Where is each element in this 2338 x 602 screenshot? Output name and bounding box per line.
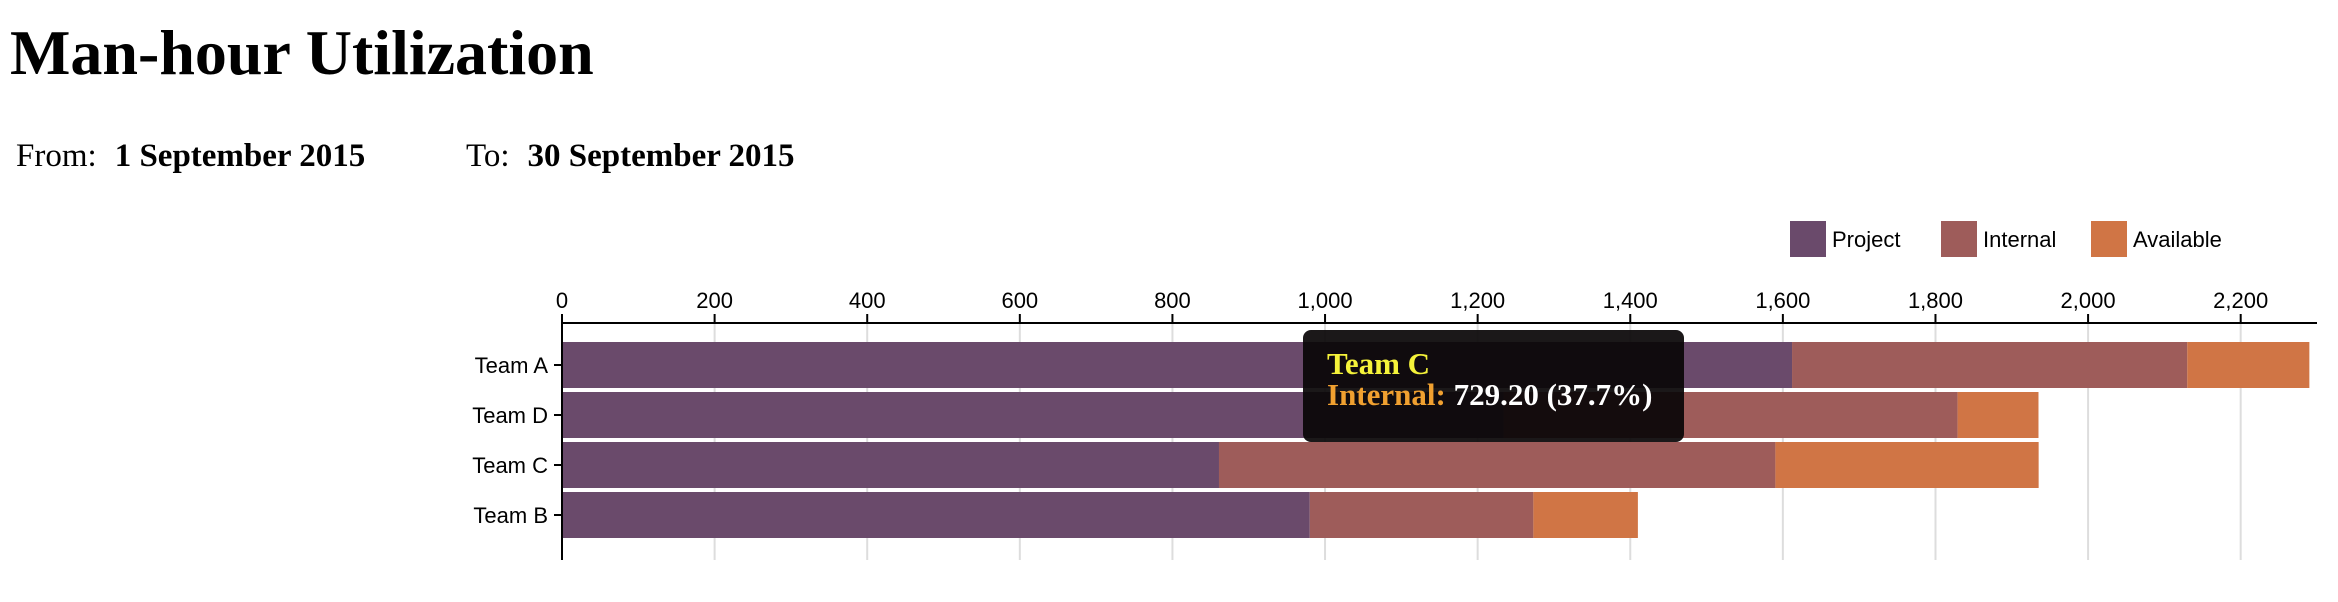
bar-internal-team-b[interactable] [1309, 492, 1534, 538]
x-tick-label: 0 [556, 288, 568, 313]
from-label: From: [16, 138, 97, 174]
bar-available-team-d[interactable] [1957, 392, 2039, 438]
legend-label: Internal [1983, 227, 2056, 252]
to-date-value: 30 September 2015 [527, 138, 795, 174]
legend-item-available[interactable]: Available [2091, 221, 2222, 257]
x-tick-label: 400 [849, 288, 886, 313]
category-label: Team C [472, 453, 548, 478]
tooltip-value: 729.20 (37.7%) [1453, 377, 1653, 412]
to-date-range: To: 30 September 2015 [466, 136, 795, 176]
legend-label: Available [2133, 227, 2222, 252]
bar-internal-team-c[interactable] [1218, 442, 1776, 488]
bar-tooltip: Team C Internal: 729.20 (37.7%) [1303, 330, 1684, 442]
x-tick-label: 1,000 [1298, 288, 1353, 313]
bar-available-team-b[interactable] [1533, 492, 1638, 538]
legend-swatch [1941, 221, 1977, 257]
legend-item-project[interactable]: Project [1790, 221, 1900, 257]
y-axis: Team A Team D Team C Team B [472, 353, 562, 528]
x-tick-label: 800 [1154, 288, 1191, 313]
bar-available-team-c[interactable] [1775, 442, 2039, 488]
legend-item-internal[interactable]: Internal [1941, 221, 2056, 257]
legend-swatch [1790, 221, 1826, 257]
tooltip-title: Team C [1327, 346, 1431, 381]
x-tick-label: 2,200 [2213, 288, 2268, 313]
legend-label: Project [1832, 227, 1900, 252]
x-tick-label: 1,800 [1908, 288, 1963, 313]
to-label: To: [466, 138, 510, 174]
bar-internal-team-a[interactable] [1792, 342, 2188, 388]
page-title: Man-hour Utilization [10, 17, 594, 88]
x-tick-label: 600 [1001, 288, 1038, 313]
legend: Project Internal Available [1790, 221, 2222, 257]
legend-swatch [2091, 221, 2127, 257]
x-tick-label: 1,200 [1450, 288, 1505, 313]
from-date-value: 1 September 2015 [114, 138, 366, 174]
x-tick-label: 2,000 [2061, 288, 2116, 313]
category-label: Team A [475, 353, 549, 378]
category-label: Team B [473, 503, 548, 528]
x-axis: 0 200 400 600 800 1,000 1,200 1,400 1,600 1,800 2,… [556, 288, 2317, 560]
x-tick-label: 1,400 [1603, 288, 1658, 313]
bar-available-team-a[interactable] [2187, 342, 2310, 388]
x-tick-label: 200 [696, 288, 733, 313]
tooltip-series-label: Internal: [1327, 377, 1446, 412]
category-label: Team D [472, 403, 548, 428]
bar-project-team-b[interactable] [562, 492, 1310, 538]
from-date-range: From: 1 September 2015 [16, 136, 365, 176]
x-tick-label: 1,600 [1755, 288, 1810, 313]
bar-project-team-c[interactable] [562, 442, 1219, 488]
